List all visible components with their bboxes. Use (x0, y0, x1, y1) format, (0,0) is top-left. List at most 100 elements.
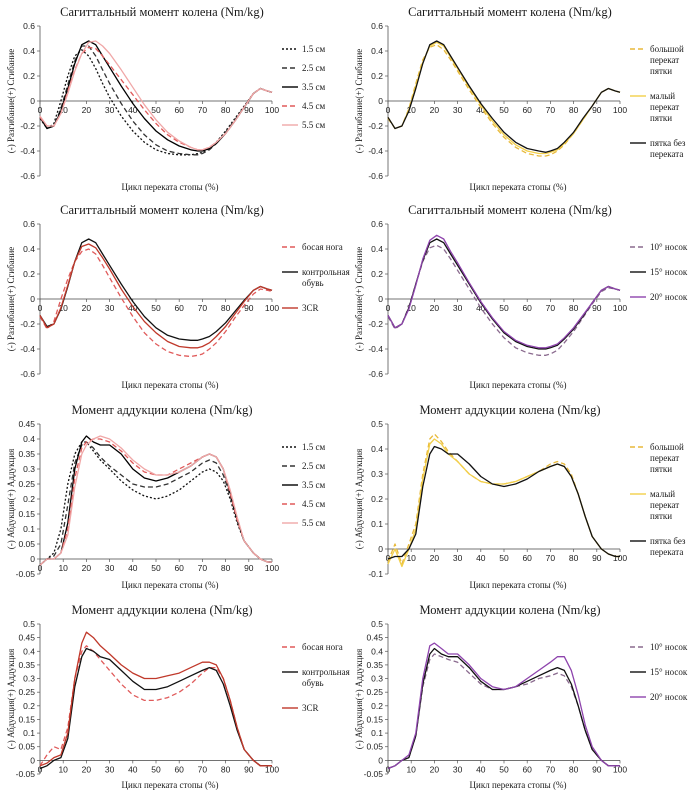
x-tick-label: 80 (221, 563, 231, 573)
y-tick-label: 0.4 (371, 646, 383, 656)
x-tick-label: 100 (265, 764, 279, 774)
x-tick-label: 20 (430, 105, 440, 115)
y-tick-label: 0.5 (23, 619, 35, 629)
y-tick-label: -0.1 (368, 569, 383, 579)
chart-panel: Момент аддукции колена (Nm/kg) 0.5 0.45 0.4… (6, 603, 350, 790)
legend-label: 15° носок (650, 267, 688, 277)
x-tick-label: 100 (613, 303, 627, 313)
x-tick-label: 50 (499, 764, 509, 774)
x-tick-label: 70 (198, 764, 208, 774)
x-tick-label: 10 (58, 563, 68, 573)
series-line (387, 433, 620, 565)
x-tick-label: 0 (386, 553, 391, 563)
y-tick-label: -0.05 (364, 769, 384, 779)
series-line (39, 645, 272, 767)
legend-label: 10° носок (650, 242, 688, 252)
x-tick-label: 30 (105, 105, 115, 115)
y-tick-label: 0.4 (371, 444, 383, 454)
x-tick-label: 90 (244, 764, 254, 774)
x-tick-label: 70 (546, 764, 556, 774)
x-tick-label: 50 (151, 105, 161, 115)
x-tick-label: 30 (105, 303, 115, 313)
x-tick-label: 100 (265, 563, 279, 573)
x-tick-label: 50 (151, 764, 161, 774)
series-line (387, 234, 621, 349)
x-tick-label: 80 (569, 105, 579, 115)
x-tick-label: 60 (522, 764, 532, 774)
x-axis-label: Цикл переката стопы (%) (122, 580, 219, 590)
x-tick-label: 40 (476, 553, 486, 563)
y-tick-label: 0 (30, 755, 35, 765)
y-tick-label: 0.05 (18, 742, 35, 752)
y-tick-label: 0.25 (18, 687, 35, 697)
y-tick-label: 0.5 (371, 619, 383, 629)
x-tick-label: 90 (592, 764, 602, 774)
x-tick-label: 70 (546, 303, 556, 313)
x-tick-label: 0 (386, 303, 391, 313)
y-tick-label: 0.15 (18, 714, 35, 724)
chart-title: Сагиттальный момент колена (Nm/kg) (408, 5, 612, 19)
series-line (387, 238, 621, 350)
x-tick-label: 30 (453, 105, 463, 115)
y-tick-label: -0.4 (368, 344, 383, 354)
y-tick-label: -0.4 (20, 344, 35, 354)
y-tick-label: 0.3 (371, 674, 383, 684)
y-tick-label: 0.35 (366, 660, 383, 670)
legend-label: пятка без переката (650, 536, 686, 557)
series-line (39, 438, 272, 566)
x-axis-label: Цикл переката стопы (%) (470, 380, 567, 390)
y-tick-label: 0.35 (18, 660, 35, 670)
x-tick-label: 20 (82, 105, 92, 115)
series-line (39, 243, 273, 349)
y-tick-label: 0 (30, 294, 35, 304)
x-tick-label: 100 (613, 553, 627, 563)
y-tick-label: 0.35 (18, 449, 35, 459)
series-line (387, 445, 620, 560)
chart-panel: Сагиттальный момент колена (Nm/kg) 0.6 0.4… (6, 5, 325, 192)
y-axis-label: (-) Разгибание(+) Сгибание (354, 247, 364, 352)
legend-label: контрольная обувь (302, 267, 350, 288)
series-line (39, 49, 273, 156)
x-tick-label: 10 (406, 553, 416, 563)
y-tick-label: -0.2 (20, 319, 35, 329)
y-tick-label: 0.45 (366, 633, 383, 643)
series-line (39, 631, 272, 767)
y-tick-label: 0.4 (23, 646, 35, 656)
y-tick-label: 0.2 (23, 494, 35, 504)
x-tick-label: 30 (105, 563, 115, 573)
y-tick-label: 0 (378, 755, 383, 765)
x-tick-label: 40 (476, 764, 486, 774)
x-tick-label: 80 (221, 303, 231, 313)
x-tick-label: 20 (430, 553, 440, 563)
x-tick-label: 20 (430, 303, 440, 313)
chart-title: Сагиттальный момент колена (Nm/kg) (60, 5, 264, 19)
y-tick-label: -0.05 (16, 569, 36, 579)
y-tick-label: 0.2 (371, 71, 383, 81)
y-tick-label: 0.2 (23, 269, 35, 279)
x-tick-label: 40 (476, 105, 486, 115)
x-axis-label: Цикл переката стопы (%) (122, 780, 219, 790)
x-tick-label: 70 (546, 105, 556, 115)
x-tick-label: 20 (82, 303, 92, 313)
series-line (387, 653, 620, 770)
x-tick-label: 30 (453, 303, 463, 313)
y-tick-label: 0.25 (366, 687, 383, 697)
y-tick-label: 0.05 (18, 539, 35, 549)
series-line (387, 40, 621, 153)
x-tick-label: 40 (128, 563, 138, 573)
y-tick-label: 0.45 (18, 633, 35, 643)
y-tick-label: -0.2 (20, 121, 35, 131)
legend-label: 5.5 см (302, 518, 325, 528)
y-tick-label: 0.1 (23, 524, 35, 534)
x-tick-label: 0 (386, 105, 391, 115)
x-tick-label: 60 (522, 553, 532, 563)
x-axis-label: Цикл переката стопы (%) (470, 580, 567, 590)
series-line (39, 238, 273, 341)
x-tick-label: 50 (499, 303, 509, 313)
x-tick-label: 90 (244, 105, 254, 115)
legend-label: контрольная обувь (302, 667, 350, 688)
y-tick-label: 0.6 (23, 219, 35, 229)
y-tick-label: 0.2 (23, 71, 35, 81)
x-tick-label: 30 (453, 764, 463, 774)
legend-label: 3.5 см (302, 82, 325, 92)
